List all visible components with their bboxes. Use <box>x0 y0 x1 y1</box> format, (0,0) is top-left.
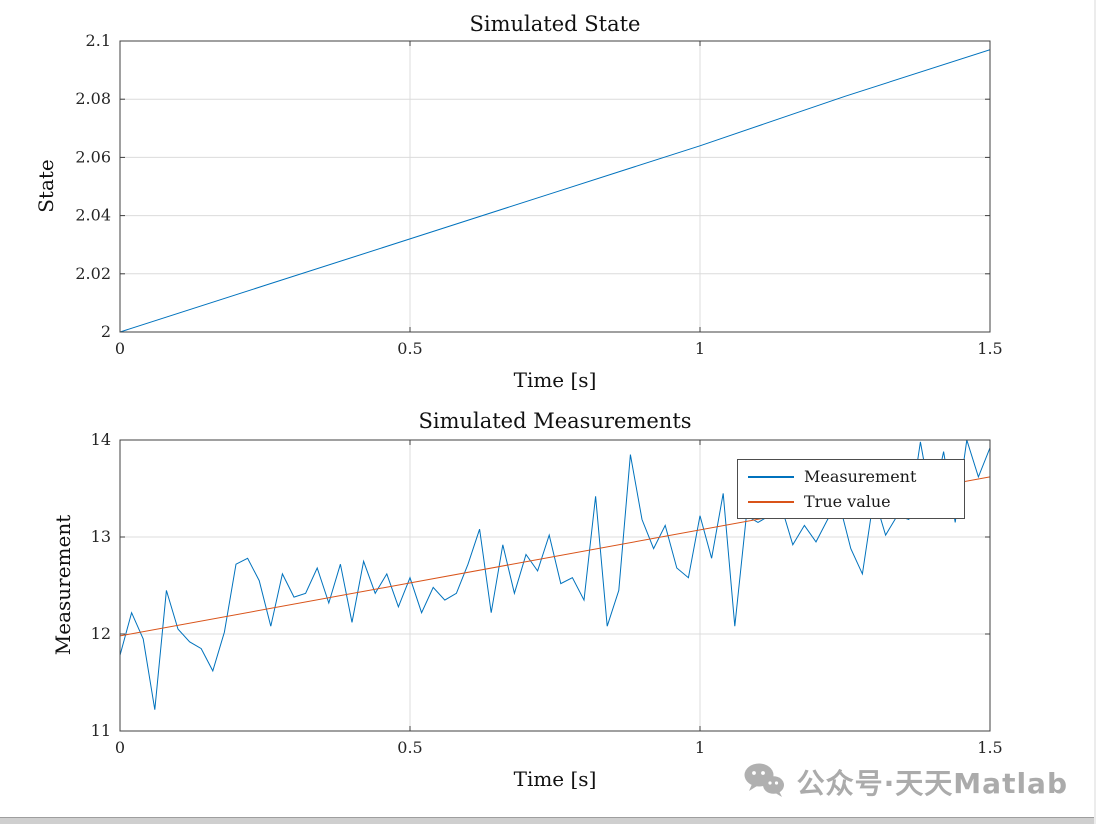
legend-label-measurement: Measurement <box>804 467 917 486</box>
chart2-title: Simulated Measurements <box>418 409 692 433</box>
svg-text:0.5: 0.5 <box>397 339 422 358</box>
measurement-line-swatch <box>748 475 794 478</box>
legend-label-true-value: True value <box>804 492 891 511</box>
svg-text:2.04: 2.04 <box>75 206 111 225</box>
chart2-y-axis-label: Measurement <box>51 514 75 656</box>
svg-text:2: 2 <box>101 322 111 341</box>
window-edge-bottom <box>0 817 1096 824</box>
true-value-line-swatch <box>748 500 794 503</box>
svg-text:0.5: 0.5 <box>397 738 422 757</box>
chart1-x-axis-label: Time [s] <box>513 368 597 392</box>
svg-text:11: 11 <box>91 721 111 740</box>
legend: Measurement True value <box>737 459 965 519</box>
svg-text:0: 0 <box>115 738 125 757</box>
wechat-icon <box>743 762 785 802</box>
svg-text:1: 1 <box>695 738 705 757</box>
svg-text:2.06: 2.06 <box>75 147 111 166</box>
svg-text:0: 0 <box>115 339 125 358</box>
svg-text:2.02: 2.02 <box>75 264 111 283</box>
watermark: 公众号·天天Matlab <box>743 762 1068 802</box>
legend-entry-measurement: Measurement <box>738 464 964 489</box>
chart1-title: Simulated State <box>469 12 641 36</box>
chart2-x-axis-label: Time [s] <box>513 767 597 791</box>
svg-text:2.08: 2.08 <box>75 89 111 108</box>
svg-text:2.1: 2.1 <box>86 31 111 50</box>
svg-text:13: 13 <box>91 527 111 546</box>
svg-text:1.5: 1.5 <box>977 339 1002 358</box>
legend-entry-true-value: True value <box>738 489 964 514</box>
chart1-y-axis-label: State <box>34 159 58 213</box>
watermark-text: 公众号·天天Matlab <box>796 767 1068 800</box>
svg-text:1: 1 <box>695 339 705 358</box>
svg-text:12: 12 <box>91 624 111 643</box>
svg-text:14: 14 <box>91 430 111 449</box>
svg-text:1.5: 1.5 <box>977 738 1002 757</box>
window-edge-right <box>1094 0 1096 824</box>
